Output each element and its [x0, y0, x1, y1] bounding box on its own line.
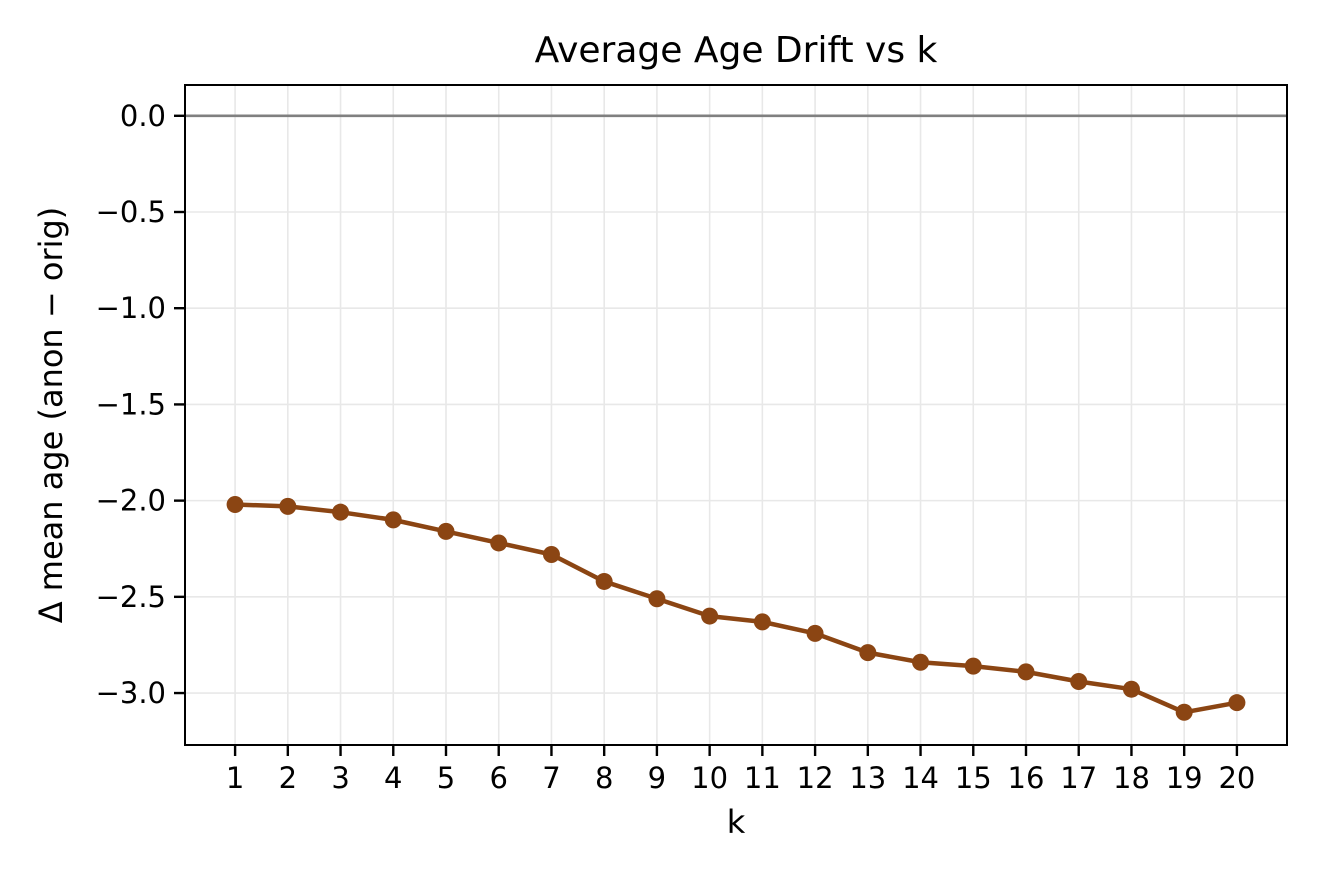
data-point-k2: [279, 497, 297, 515]
data-point-k14: [912, 653, 930, 671]
data-point-k18: [1122, 680, 1140, 698]
x-tick-label-3: 3: [331, 761, 349, 795]
x-tick-label-8: 8: [595, 761, 613, 795]
data-point-k5: [437, 522, 455, 540]
data-point-k12: [806, 624, 824, 642]
x-tick-label-4: 4: [384, 761, 402, 795]
data-point-k20: [1228, 694, 1246, 712]
x-tick-label-17: 17: [1060, 761, 1097, 795]
data-point-k3: [332, 503, 350, 521]
data-point-k10: [701, 607, 719, 625]
x-tick-label-14: 14: [902, 761, 939, 795]
data-point-k13: [859, 644, 877, 662]
y-axis-label: Δ mean age (anon − orig): [32, 207, 70, 624]
x-tick-label-1: 1: [226, 761, 244, 795]
data-line: [232, 502, 1240, 715]
data-point-k6: [490, 534, 508, 552]
x-tick-label-19: 19: [1166, 761, 1203, 795]
x-tick-label-6: 6: [490, 761, 508, 795]
y-tick-label-0.0: 0.0: [120, 99, 166, 133]
y-tick-label-−1.5: −1.5: [96, 387, 166, 421]
y-tick-label-−1.0: −1.0: [96, 291, 166, 325]
x-tick-label-11: 11: [744, 761, 781, 795]
data-point-k4: [384, 511, 402, 529]
y-tick-label-−2.0: −2.0: [96, 484, 166, 518]
data-point-k7: [542, 546, 560, 564]
y-tick-label-−0.5: −0.5: [96, 195, 166, 229]
x-tick-label-15: 15: [955, 761, 992, 795]
x-tick-label-2: 2: [279, 761, 297, 795]
data-point-k9: [648, 590, 666, 608]
x-tick-label-18: 18: [1113, 761, 1150, 795]
y-tick-label-−3.0: −3.0: [96, 676, 166, 710]
x-tick-label-16: 16: [1008, 761, 1045, 795]
x-tick-label-10: 10: [691, 761, 728, 795]
chart-title: Average Age Drift vs k: [535, 30, 938, 71]
x-tick-label-9: 9: [648, 761, 666, 795]
x-axis-label: k: [727, 803, 746, 841]
data-point-k8: [595, 572, 613, 590]
x-tick-label-20: 20: [1218, 761, 1255, 795]
plot-border: [184, 84, 1288, 746]
data-point-k11: [753, 613, 771, 631]
x-tick-label-13: 13: [849, 761, 886, 795]
data-point-k17: [1070, 673, 1088, 691]
data-point-k1: [226, 495, 244, 513]
x-tick-label-12: 12: [797, 761, 834, 795]
x-tick-label-7: 7: [542, 761, 560, 795]
data-point-k15: [964, 657, 982, 675]
data-point-k19: [1175, 703, 1193, 721]
data-point-k16: [1017, 663, 1035, 681]
plot-area: [185, 85, 1287, 745]
x-tick-label-5: 5: [437, 761, 455, 795]
y-tick-label-−2.5: −2.5: [96, 580, 166, 614]
